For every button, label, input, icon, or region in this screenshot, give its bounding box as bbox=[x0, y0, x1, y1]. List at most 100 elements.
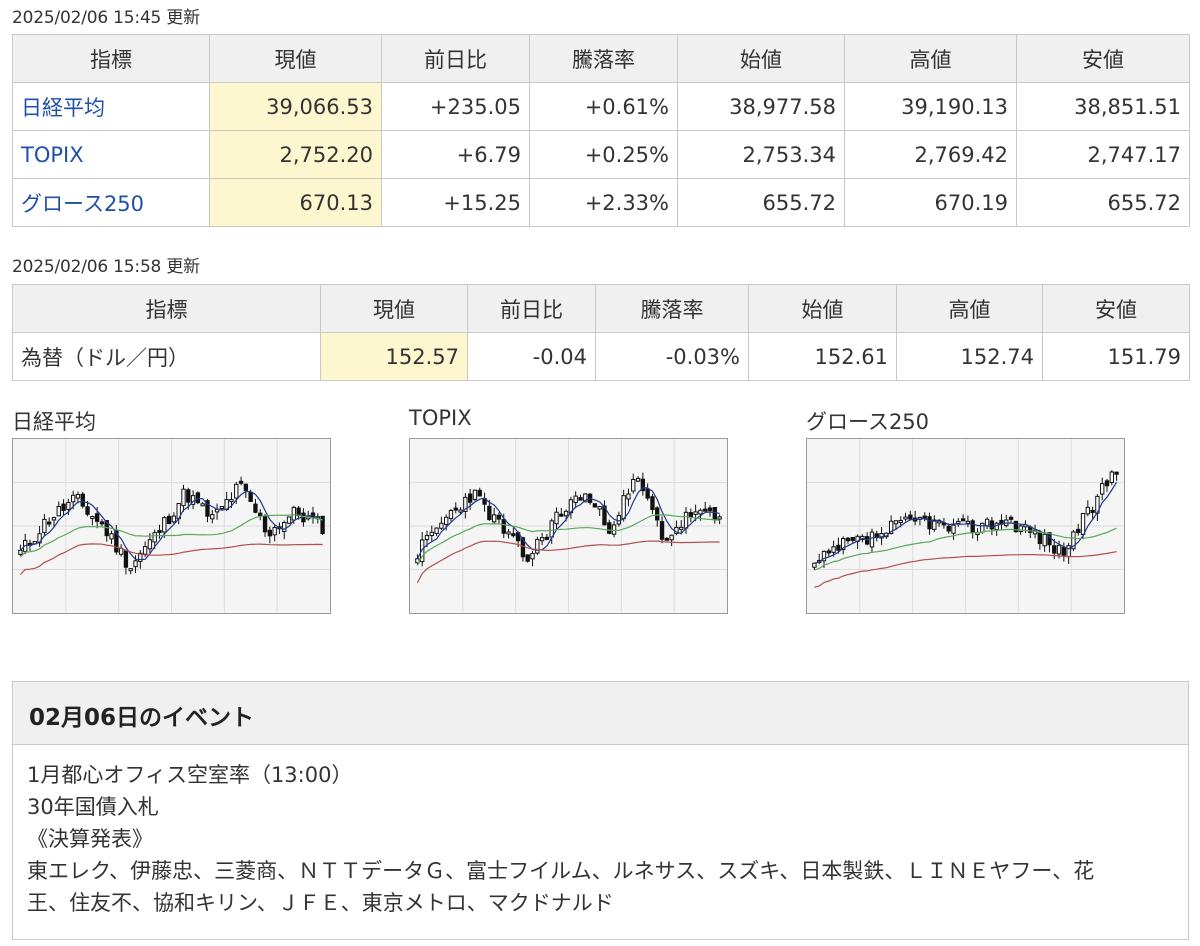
low-value: 2,747.17 bbox=[1016, 130, 1190, 179]
moving-average-line bbox=[19, 490, 323, 561]
header-open: 始値 bbox=[748, 284, 897, 333]
event-panel: 02月06日のイベント 1月都心オフィス空室率（13:00） 30年国債入札 《… bbox=[12, 681, 1189, 940]
index-name-cell[interactable]: グロース250 bbox=[12, 178, 210, 227]
event-list: 1月都心オフィス空室率（13:00） 30年国債入札 《決算発表》 東エレク、伊… bbox=[13, 745, 1188, 919]
candle-body bbox=[616, 515, 622, 525]
current-value: 152.57 bbox=[320, 332, 468, 381]
candle-body bbox=[970, 520, 975, 533]
high-value: 670.19 bbox=[844, 178, 1017, 227]
candle-body bbox=[420, 539, 425, 563]
candle-body bbox=[51, 517, 57, 521]
candle-body bbox=[841, 538, 846, 551]
moving-average-line bbox=[416, 486, 720, 560]
topix-candlestick-chart[interactable] bbox=[409, 438, 728, 614]
candle-body bbox=[99, 521, 105, 525]
growth250-link[interactable]: グロース250 bbox=[21, 191, 145, 216]
candle-body bbox=[1052, 545, 1057, 554]
header-high: 高値 bbox=[896, 284, 1043, 333]
index-name-cell[interactable]: 日経平均 bbox=[12, 82, 210, 131]
moving-average-line bbox=[19, 543, 323, 575]
chart-title-growth250: グロース250 bbox=[806, 410, 930, 434]
current-value: 2,752.20 bbox=[209, 130, 382, 179]
candle-body bbox=[960, 518, 966, 522]
candle-body bbox=[563, 510, 569, 517]
header-open: 始値 bbox=[677, 34, 845, 83]
candle-body bbox=[152, 532, 157, 543]
candle-body bbox=[181, 488, 186, 507]
candle-body bbox=[539, 537, 545, 542]
candle-body bbox=[1114, 471, 1119, 475]
candle-body bbox=[707, 507, 713, 512]
candle-body bbox=[1037, 532, 1043, 544]
candle-body bbox=[487, 505, 492, 521]
candle-body bbox=[1071, 531, 1076, 550]
candle-body bbox=[491, 514, 497, 523]
rate-value: +0.25% bbox=[529, 130, 678, 179]
candle-body bbox=[219, 505, 225, 509]
candle-body bbox=[195, 492, 201, 504]
candle-body bbox=[1066, 545, 1071, 558]
candle-body bbox=[631, 478, 636, 492]
candle-body bbox=[61, 503, 66, 511]
candle-body bbox=[583, 493, 588, 503]
candle-body bbox=[272, 527, 277, 536]
candle-body bbox=[511, 533, 516, 537]
candle-body bbox=[621, 495, 626, 520]
candle-body bbox=[951, 524, 956, 534]
header-rate: 騰落率 bbox=[529, 34, 678, 83]
candle-body bbox=[831, 546, 836, 553]
candle-body bbox=[501, 519, 506, 534]
event-line: 30年国債入札 bbox=[27, 795, 159, 819]
candle-body bbox=[578, 497, 583, 501]
change-value: -0.04 bbox=[467, 332, 596, 381]
candle-body bbox=[320, 515, 325, 534]
candle-body bbox=[1109, 471, 1114, 483]
candle-body bbox=[1085, 506, 1090, 515]
growth250-candlestick-chart[interactable] bbox=[806, 438, 1125, 614]
candle-body bbox=[128, 568, 133, 572]
candle-body bbox=[607, 522, 612, 534]
candle-body bbox=[864, 536, 870, 545]
header-indicator: 指標 bbox=[12, 284, 321, 333]
nikkei-candlestick-chart[interactable] bbox=[12, 438, 331, 614]
candle-body bbox=[984, 518, 990, 527]
candle-body bbox=[472, 489, 478, 500]
candle-body bbox=[554, 511, 559, 525]
candle-body bbox=[114, 530, 119, 553]
candle-body bbox=[650, 496, 655, 511]
candle-body bbox=[424, 535, 430, 541]
topix-link[interactable]: TOPIX bbox=[21, 142, 84, 167]
change-value: +6.79 bbox=[381, 130, 530, 179]
candle-body bbox=[506, 531, 511, 535]
candle-body bbox=[477, 489, 482, 497]
event-line: 《決算発表》 bbox=[27, 827, 153, 851]
candle-body bbox=[147, 539, 153, 550]
low-value: 655.72 bbox=[1016, 178, 1190, 227]
header-indicator: 指標 bbox=[12, 34, 210, 83]
header-low: 安値 bbox=[1042, 284, 1190, 333]
candle-body bbox=[1018, 525, 1023, 532]
candle-body bbox=[698, 509, 703, 515]
candle-body bbox=[879, 533, 884, 539]
index-name-cell[interactable]: TOPIX bbox=[12, 130, 210, 179]
candle-body bbox=[611, 524, 617, 535]
candle-body bbox=[683, 511, 689, 529]
candle-body bbox=[94, 513, 100, 522]
open-value: 655.72 bbox=[677, 178, 845, 227]
candle-body bbox=[980, 522, 985, 533]
stock-update-time: 2025/02/06 15:45 更新 bbox=[12, 8, 200, 28]
candle-body bbox=[229, 499, 234, 503]
candle-body bbox=[635, 477, 641, 482]
nikkei-link[interactable]: 日経平均 bbox=[21, 95, 105, 120]
candle-body bbox=[210, 514, 215, 520]
candle-body bbox=[448, 510, 454, 520]
stock-index-table: 指標 現値 前日比 騰落率 始値 高値 安値 日経平均 39,066.53 +2… bbox=[12, 34, 1190, 227]
candle-body bbox=[133, 560, 138, 568]
candle-body bbox=[826, 550, 831, 554]
candle-body bbox=[282, 522, 287, 532]
candle-body bbox=[434, 527, 439, 534]
candle-body bbox=[1104, 480, 1110, 487]
high-value: 152.74 bbox=[896, 332, 1043, 381]
candle-body bbox=[142, 546, 148, 555]
rate-value: +0.61% bbox=[529, 82, 678, 131]
